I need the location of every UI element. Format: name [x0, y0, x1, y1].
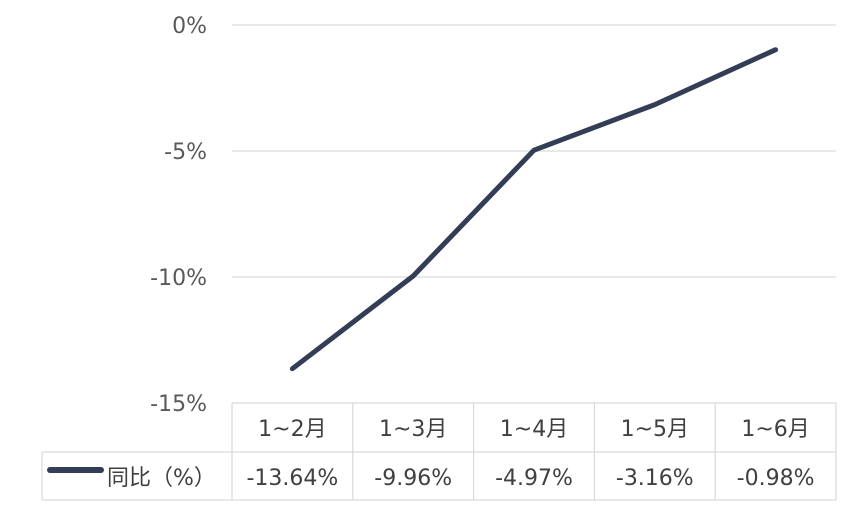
y-tick-label: -5% — [164, 140, 207, 165]
category-label: 1~6月 — [741, 417, 809, 442]
y-axis: 0% -5% -10% -15% — [150, 14, 207, 417]
legend-label: 同比（%） — [107, 466, 216, 491]
category-label: 1~3月 — [379, 417, 447, 442]
category-label: 1~4月 — [500, 417, 568, 442]
data-label: -13.64% — [246, 466, 338, 491]
y-tick-label: 0% — [172, 14, 207, 39]
series-layer — [289, 47, 779, 372]
data-label: -9.96% — [374, 466, 452, 491]
data-label: -0.98% — [737, 466, 815, 491]
category-label: 1~2月 — [258, 417, 326, 442]
data-label: -4.97% — [495, 466, 573, 491]
category-label: 1~5月 — [621, 417, 689, 442]
data-table: 1~2月 -13.64% 1~3月 -9.96% 1~4月 -4.97% 1~5月 -3.16… — [41, 402, 837, 501]
y-tick-label: -10% — [150, 266, 207, 291]
series-line — [289, 47, 779, 372]
y-tick-label: -15% — [150, 392, 207, 417]
data-label: -3.16% — [616, 466, 694, 491]
